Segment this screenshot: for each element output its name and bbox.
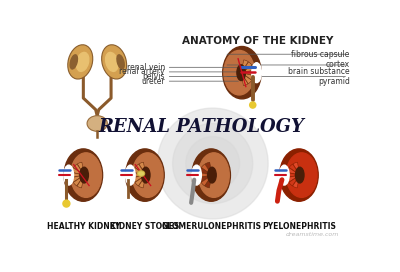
Wedge shape xyxy=(139,162,146,175)
Circle shape xyxy=(63,200,70,207)
Wedge shape xyxy=(135,164,146,175)
Wedge shape xyxy=(73,175,84,186)
Ellipse shape xyxy=(70,55,78,69)
Circle shape xyxy=(250,102,256,108)
Ellipse shape xyxy=(132,153,163,197)
Ellipse shape xyxy=(68,45,93,79)
Ellipse shape xyxy=(88,117,106,130)
Wedge shape xyxy=(139,175,146,188)
Wedge shape xyxy=(293,162,300,175)
Text: brain substance
pyramid: brain substance pyramid xyxy=(288,67,350,86)
Ellipse shape xyxy=(192,165,201,185)
Ellipse shape xyxy=(126,165,135,185)
Ellipse shape xyxy=(126,149,164,201)
Ellipse shape xyxy=(142,167,150,183)
Text: KIDNEY STONES: KIDNEY STONES xyxy=(110,222,180,231)
Ellipse shape xyxy=(138,171,144,176)
Ellipse shape xyxy=(192,149,230,201)
Text: ANATOMY OF THE KIDNEY: ANATOMY OF THE KIDNEY xyxy=(182,36,333,47)
Ellipse shape xyxy=(139,172,144,175)
Wedge shape xyxy=(71,168,84,175)
Text: PYELONEPHRITIS: PYELONEPHRITIS xyxy=(262,222,336,231)
Text: dreamstime.com: dreamstime.com xyxy=(286,232,340,237)
Circle shape xyxy=(157,108,268,219)
Text: renal artery: renal artery xyxy=(120,67,165,76)
Text: RENAL PATHOLOGY: RENAL PATHOLOGY xyxy=(98,118,304,135)
Text: ureter: ureter xyxy=(141,77,165,86)
Wedge shape xyxy=(241,73,248,86)
Text: cortex: cortex xyxy=(326,60,350,69)
Wedge shape xyxy=(241,60,248,73)
Ellipse shape xyxy=(252,63,262,83)
Ellipse shape xyxy=(224,50,255,95)
Ellipse shape xyxy=(237,65,245,81)
Ellipse shape xyxy=(80,167,88,183)
Text: pelvis: pelvis xyxy=(142,72,165,81)
Text: fibrous capsule: fibrous capsule xyxy=(291,50,350,59)
Wedge shape xyxy=(74,164,84,175)
Wedge shape xyxy=(201,164,212,175)
Ellipse shape xyxy=(102,45,126,79)
Wedge shape xyxy=(133,168,146,175)
Ellipse shape xyxy=(76,52,89,71)
Ellipse shape xyxy=(106,52,118,71)
Wedge shape xyxy=(241,62,252,73)
Ellipse shape xyxy=(296,167,304,183)
Wedge shape xyxy=(199,168,212,175)
Ellipse shape xyxy=(208,167,216,183)
Ellipse shape xyxy=(71,153,102,197)
Wedge shape xyxy=(71,175,84,182)
Text: renal vein: renal vein xyxy=(127,63,165,72)
Wedge shape xyxy=(287,168,300,175)
Ellipse shape xyxy=(286,153,317,197)
Wedge shape xyxy=(135,175,146,186)
Wedge shape xyxy=(205,175,212,188)
Ellipse shape xyxy=(69,46,92,78)
Wedge shape xyxy=(205,162,212,175)
Text: HEALTHY KIDNEY: HEALTHY KIDNEY xyxy=(47,222,120,231)
Wedge shape xyxy=(241,73,252,84)
Wedge shape xyxy=(133,175,146,182)
Ellipse shape xyxy=(87,116,107,131)
Ellipse shape xyxy=(280,165,289,185)
Wedge shape xyxy=(201,175,212,186)
Wedge shape xyxy=(293,175,300,188)
Ellipse shape xyxy=(117,55,124,69)
Wedge shape xyxy=(133,172,146,177)
Text: GLOMERULONEPHRITIS: GLOMERULONEPHRITIS xyxy=(161,222,261,231)
Wedge shape xyxy=(199,172,212,177)
Wedge shape xyxy=(287,172,300,177)
Ellipse shape xyxy=(64,149,102,201)
Wedge shape xyxy=(71,172,84,177)
Wedge shape xyxy=(199,175,212,182)
Wedge shape xyxy=(241,66,254,73)
Circle shape xyxy=(186,137,240,190)
Wedge shape xyxy=(77,175,84,188)
Circle shape xyxy=(173,123,253,203)
Wedge shape xyxy=(241,73,254,80)
Wedge shape xyxy=(287,175,300,182)
Ellipse shape xyxy=(198,153,229,197)
Wedge shape xyxy=(241,70,254,75)
Ellipse shape xyxy=(64,165,74,185)
Wedge shape xyxy=(289,175,300,186)
Wedge shape xyxy=(77,162,84,175)
Ellipse shape xyxy=(223,47,261,99)
Ellipse shape xyxy=(103,46,125,78)
Ellipse shape xyxy=(280,149,318,201)
Wedge shape xyxy=(289,164,300,175)
